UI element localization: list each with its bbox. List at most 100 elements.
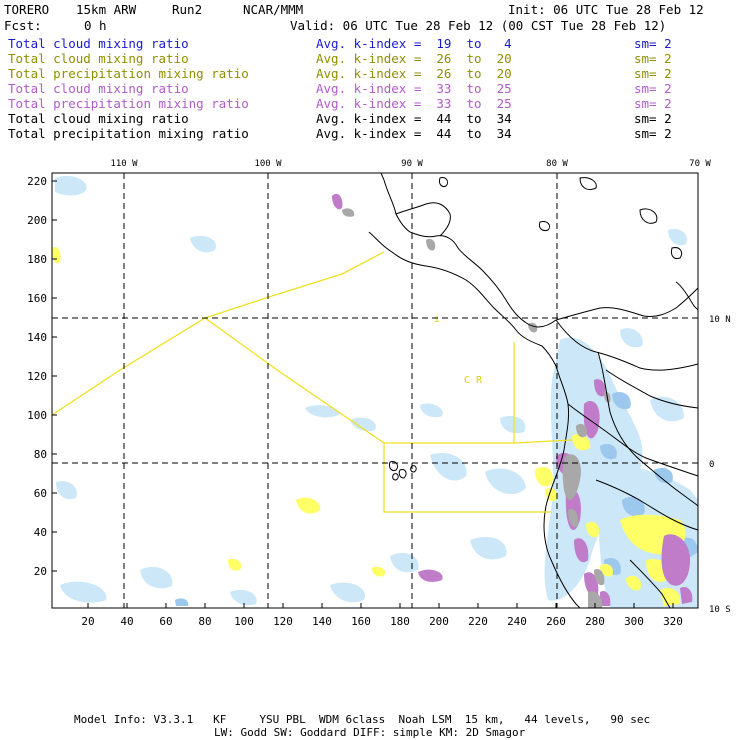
coastlines — [368, 172, 699, 609]
x-tick-label: 200 — [429, 615, 449, 628]
lat-labels: 10 N 0 10 S — [709, 315, 731, 615]
x-tick-label: 40 — [120, 615, 133, 628]
y-tick: 80 — [34, 448, 57, 461]
legend-range: Avg. k-index = 33 to 25 — [316, 81, 512, 96]
boundary-line-diagonal — [204, 317, 385, 444]
boundary-box-3 — [513, 439, 573, 444]
legend-sm: sm= 2 — [634, 66, 672, 81]
legend-range: Avg. k-index = 44 to 34 — [316, 111, 512, 126]
lon-label: 100 W — [254, 159, 282, 169]
x-tick: 40 — [120, 603, 134, 628]
x-tick: 80 — [198, 603, 212, 628]
coastline-interior-1 — [595, 479, 699, 531]
x-tick: 180 — [390, 603, 410, 628]
legend-sm: sm= 2 — [634, 126, 672, 141]
y-tick: 200 — [27, 214, 57, 227]
lat-label: 10 N — [709, 315, 731, 325]
graticule — [52, 173, 698, 608]
x-tick: 260 — [546, 603, 566, 628]
header-fcst-label: Fcst: — [4, 18, 42, 33]
coastline-galapagos-3 — [410, 465, 417, 473]
coastline-small-island-4 — [639, 208, 658, 224]
legend-field: Total precipitation mixing ratio — [8, 66, 249, 81]
y-tick-label: 20 — [34, 565, 47, 578]
legend-field: Total cloud mixing ratio — [8, 81, 189, 96]
legend-field: Total cloud mixing ratio — [8, 36, 189, 51]
coastline-central-america — [368, 231, 581, 609]
legend-sm: sm= 2 — [634, 111, 672, 126]
lon-label: 70 W — [689, 159, 711, 169]
x-tick-label: 120 — [273, 615, 293, 628]
header-init: Init: 06 UTC Tue 28 Feb 12 — [508, 2, 704, 17]
lon-labels: 110 W 100 W 90 W 80 W 70 W — [110, 159, 711, 169]
header-resolution: 15km ARW — [76, 2, 137, 17]
header-valid: Valid: 06 UTC Tue 28 Feb 12 (00 CST Tue … — [290, 18, 667, 33]
y-tick-label: 220 — [27, 175, 47, 188]
x-axis: 20 40 60 80 100 120 140 160 180 200 220 … — [81, 603, 683, 628]
x-tick: 60 — [159, 603, 173, 628]
region-label: C R — [464, 375, 483, 386]
y-tick: 140 — [27, 331, 57, 344]
footer-model-info: Model Info: V3.3.1 KF YSU PBL WDM 6class… — [74, 713, 651, 726]
region-mark: ı — [434, 314, 440, 325]
lon-label: 110 W — [110, 159, 138, 169]
x-tick: 320 — [663, 603, 683, 628]
x-tick-label: 180 — [390, 615, 410, 628]
y-tick: 40 — [34, 526, 57, 539]
coastline-small-island-1 — [439, 177, 449, 187]
y-tick: 180 — [27, 253, 57, 266]
x-tick-label: 240 — [507, 615, 527, 628]
y-tick-label: 40 — [34, 526, 47, 539]
x-tick-label: 220 — [468, 615, 488, 628]
x-tick: 200 — [429, 603, 449, 628]
cloud-mid-blue — [175, 391, 698, 606]
header-org: NCAR/MMM — [243, 2, 304, 17]
coastline-right-edge — [675, 281, 699, 311]
x-tick-label: 300 — [624, 615, 644, 628]
x-tick-label: 160 — [351, 615, 371, 628]
y-tick-label: 100 — [27, 409, 47, 422]
coastline-interior-2 — [605, 369, 699, 409]
y-tick-label: 60 — [34, 487, 47, 500]
legend-range: Avg. k-index = 19 to 4 — [316, 36, 512, 51]
y-tick-label: 160 — [27, 292, 47, 305]
y-tick-label: 200 — [27, 214, 47, 227]
map-frame — [51, 172, 699, 609]
shaded-fields — [52, 175, 698, 608]
boundary-box-2 — [383, 443, 552, 513]
y-tick: 20 — [34, 565, 57, 578]
y-tick: 120 — [27, 370, 57, 383]
coastline-galapagos-2 — [398, 469, 407, 479]
legend-field: Total precipitation mixing ratio — [8, 126, 249, 141]
x-tick-label: 80 — [198, 615, 211, 628]
legend-sm: sm= 2 — [634, 96, 672, 111]
x-tick: 140 — [312, 603, 332, 628]
coastline-galapagos-4 — [392, 473, 399, 481]
coastline-yucatan — [395, 202, 451, 237]
x-tick: 280 — [585, 603, 605, 628]
coastline-ecuador-peru — [567, 403, 699, 477]
coastline-galapagos-1 — [389, 461, 399, 471]
coastline-small-island-5 — [671, 247, 683, 259]
legend-range: Avg. k-index = 44 to 34 — [316, 126, 512, 141]
y-tick: 220 — [27, 175, 57, 188]
lat-label: 10 S — [709, 605, 731, 615]
boundary-line-west — [51, 251, 385, 416]
x-tick-label: 260 — [546, 615, 566, 628]
legend-sm: sm= 2 — [634, 36, 672, 51]
header-fcst-value: 0 h — [84, 18, 107, 33]
header-run: Run2 — [172, 2, 203, 17]
legend-range: Avg. k-index = 26 to 20 — [316, 51, 512, 66]
coastline-interior-3 — [629, 559, 671, 609]
footer-physics: LW: Godd SW: Goddard DIFF: simple KM: 2D… — [214, 726, 526, 739]
legend-range: Avg. k-index = 33 to 25 — [316, 96, 512, 111]
y-tick-label: 180 — [27, 253, 47, 266]
y-tick-label: 80 — [34, 448, 47, 461]
y-tick-label: 140 — [27, 331, 47, 344]
x-tick-label: 20 — [81, 615, 94, 628]
legend-field: Total precipitation mixing ratio — [8, 96, 249, 111]
coastline-small-island-3 — [539, 221, 551, 231]
x-tick: 220 — [468, 603, 488, 628]
x-tick-label: 100 — [234, 615, 254, 628]
